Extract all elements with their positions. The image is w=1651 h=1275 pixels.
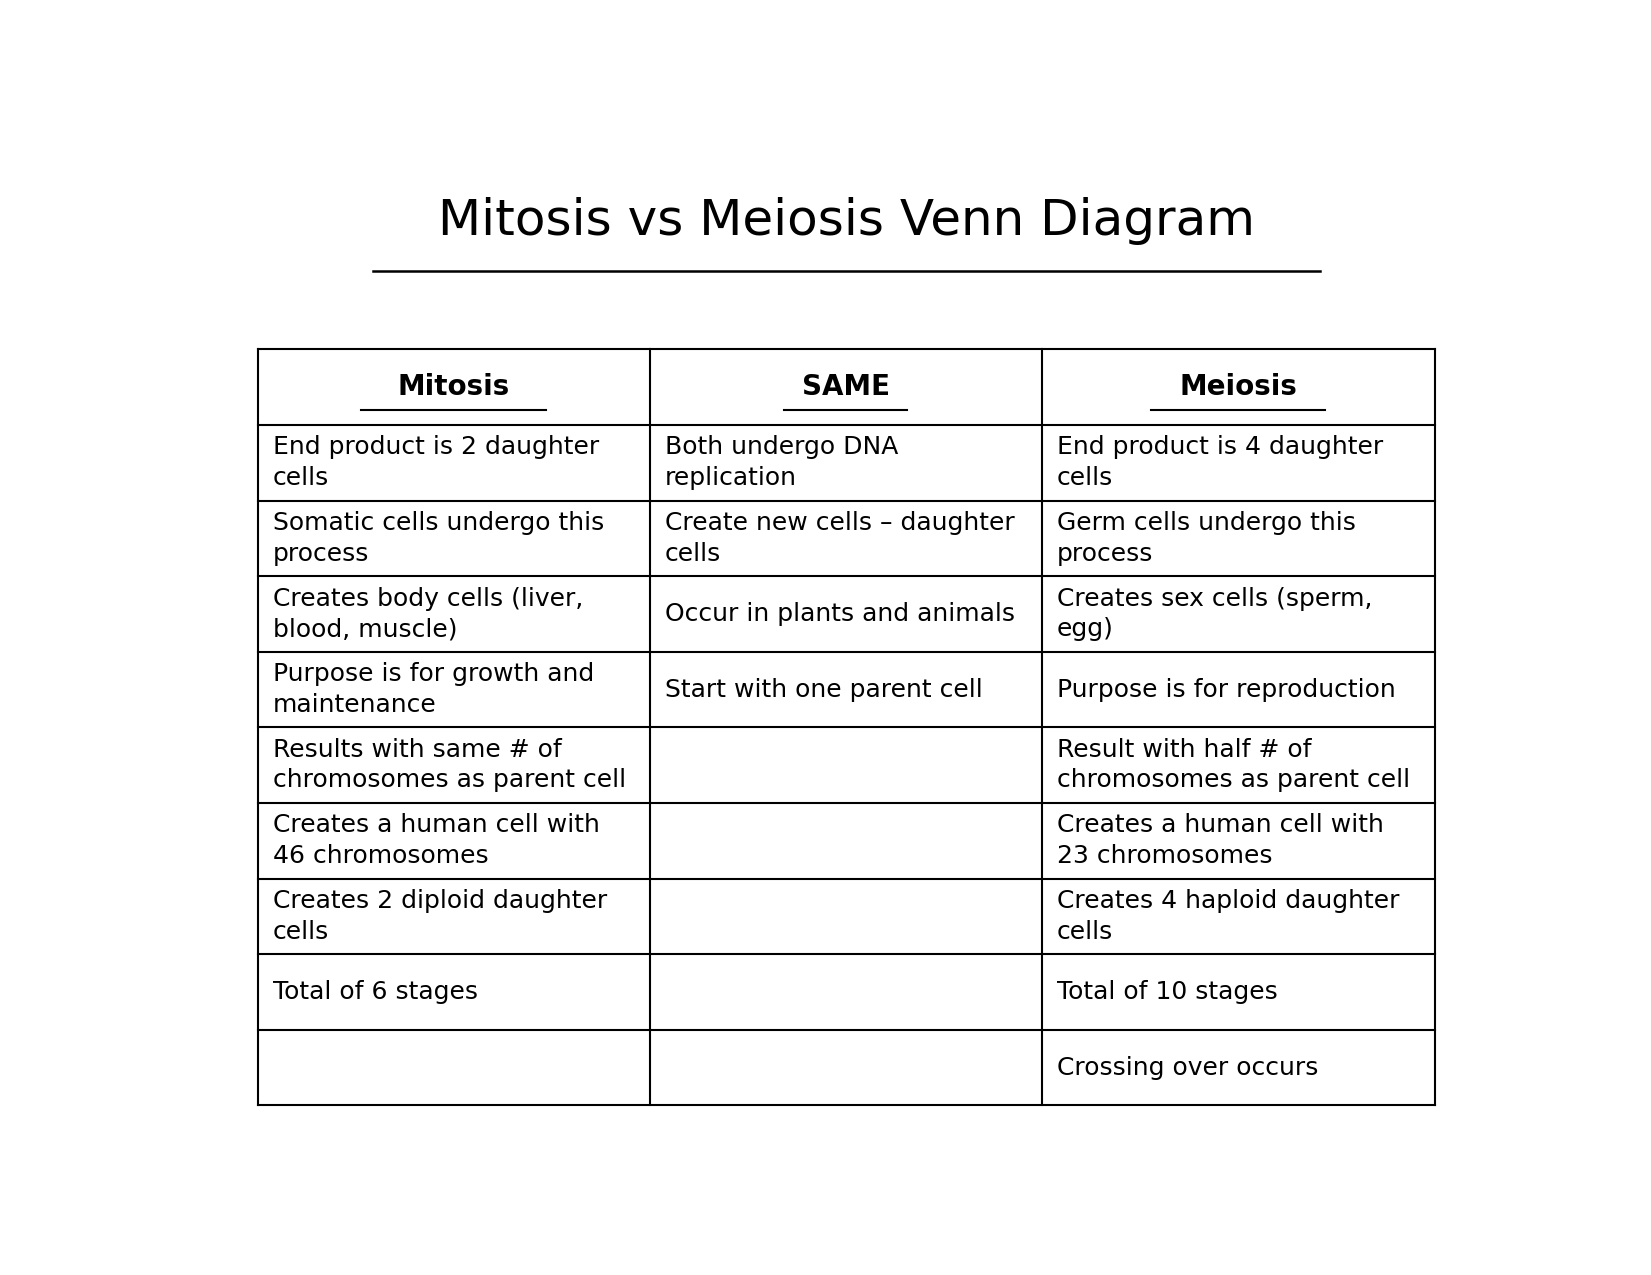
Text: Creates sex cells (sperm,
egg): Creates sex cells (sperm, egg) <box>1057 586 1372 641</box>
Text: Results with same # of
chromosomes as parent cell: Results with same # of chromosomes as pa… <box>272 738 626 793</box>
Text: Total of 10 stages: Total of 10 stages <box>1057 980 1278 1003</box>
Text: Result with half # of
chromosomes as parent cell: Result with half # of chromosomes as par… <box>1057 738 1410 793</box>
Text: Creates body cells (liver,
blood, muscle): Creates body cells (liver, blood, muscle… <box>272 586 583 641</box>
Text: Creates 4 haploid daughter
cells: Creates 4 haploid daughter cells <box>1057 889 1400 944</box>
Text: Total of 6 stages: Total of 6 stages <box>272 980 477 1003</box>
Text: Start with one parent cell: Start with one parent cell <box>665 677 982 701</box>
Text: Germ cells undergo this
process: Germ cells undergo this process <box>1057 511 1355 566</box>
Text: Creates 2 diploid daughter
cells: Creates 2 diploid daughter cells <box>272 889 608 944</box>
Text: Creates a human cell with
23 chromosomes: Creates a human cell with 23 chromosomes <box>1057 813 1384 868</box>
Text: Purpose is for reproduction: Purpose is for reproduction <box>1057 677 1395 701</box>
Text: SAME: SAME <box>801 374 890 402</box>
Text: Both undergo DNA
replication: Both undergo DNA replication <box>665 436 898 490</box>
Text: Occur in plants and animals: Occur in plants and animals <box>665 602 1015 626</box>
Text: Mitosis vs Meiosis Venn Diagram: Mitosis vs Meiosis Venn Diagram <box>438 198 1255 245</box>
Text: Purpose is for growth and
maintenance: Purpose is for growth and maintenance <box>272 662 594 717</box>
Text: Create new cells – daughter
cells: Create new cells – daughter cells <box>665 511 1015 566</box>
Text: Crossing over occurs: Crossing over occurs <box>1057 1056 1317 1080</box>
Text: Somatic cells undergo this
process: Somatic cells undergo this process <box>272 511 604 566</box>
Text: End product is 4 daughter
cells: End product is 4 daughter cells <box>1057 436 1384 490</box>
Text: Creates a human cell with
46 chromosomes: Creates a human cell with 46 chromosomes <box>272 813 599 868</box>
Text: Mitosis: Mitosis <box>398 374 510 402</box>
Text: End product is 2 daughter
cells: End product is 2 daughter cells <box>272 436 599 490</box>
Text: Meiosis: Meiosis <box>1179 374 1298 402</box>
